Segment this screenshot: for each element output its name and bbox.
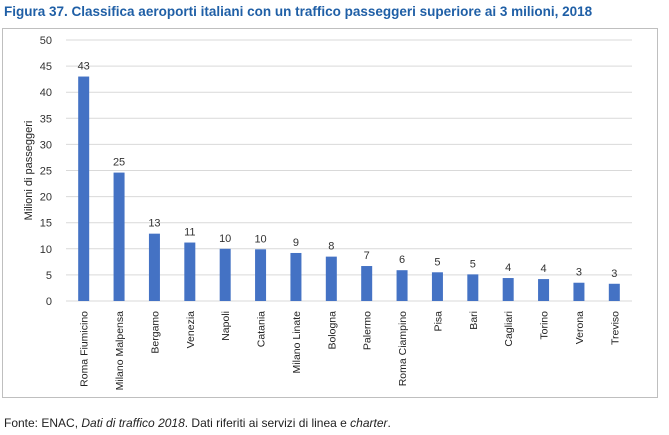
y-tick-label: 10: [40, 244, 52, 256]
y-tick-label: 20: [40, 192, 52, 204]
bar: [573, 282, 585, 301]
data-label: 10: [219, 233, 231, 245]
y-tick-label: 25: [40, 166, 52, 178]
bar: [396, 270, 408, 301]
category-label: Pisa: [432, 311, 444, 332]
data-label: 4: [541, 263, 547, 275]
source-italic-charter: charter: [350, 416, 388, 430]
bar: [608, 283, 620, 301]
data-label: 8: [328, 241, 334, 253]
bar: [467, 274, 479, 301]
figure-title: Figura 37. Classifica aeroporti italiani…: [4, 4, 593, 19]
category-label: Treviso: [609, 311, 621, 345]
data-label: 25: [113, 157, 125, 169]
y-tick-label: 0: [46, 296, 52, 308]
y-tick-label: 30: [40, 139, 52, 151]
data-label: 6: [399, 254, 405, 266]
category-label: Cagliari: [503, 311, 515, 347]
category-label: Palermo: [362, 311, 374, 350]
bar: [325, 256, 337, 301]
data-label: 3: [576, 267, 582, 279]
bar: [113, 172, 125, 301]
data-label: 43: [78, 61, 90, 73]
data-label: 3: [611, 268, 617, 280]
source-note: Fonte: ENAC, Dati di traffico 2018. Dati…: [4, 416, 391, 430]
bar: [361, 266, 373, 301]
category-label: Roma Ciampino: [397, 311, 409, 386]
source-prefix: Fonte: ENAC,: [4, 416, 82, 430]
bar: [219, 248, 231, 301]
category-label: Milano Linate: [291, 311, 303, 374]
y-axis-label: Milioni di passeggeri: [23, 121, 35, 221]
y-tick-label: 45: [40, 61, 52, 73]
category-label: Bergamo: [149, 311, 161, 354]
bar: [290, 252, 302, 301]
category-label: Verona: [574, 311, 586, 344]
y-tick-label: 35: [40, 113, 52, 125]
source-middle: . Dati riferiti ai servizi di linea e: [184, 416, 351, 430]
category-label: Bologna: [326, 311, 338, 350]
category-label: Napoli: [220, 311, 232, 341]
bar: [255, 249, 267, 301]
bar: [502, 278, 514, 301]
category-label: Torino: [539, 311, 551, 340]
y-tick-label: 40: [40, 87, 52, 99]
y-tick-label: 50: [40, 35, 52, 47]
category-label: Venezia: [185, 311, 197, 349]
category-label: Milano Malpensa: [114, 311, 126, 391]
category-label: Catania: [256, 311, 268, 347]
data-label: 9: [293, 237, 299, 249]
data-label: 5: [434, 256, 440, 268]
bar: [431, 272, 443, 301]
y-tick-label: 5: [46, 270, 52, 282]
data-label: 10: [254, 233, 266, 245]
bar: [78, 76, 90, 301]
bar: [148, 233, 160, 301]
chart-frame: [2, 28, 658, 398]
data-label: 5: [470, 258, 476, 270]
bar: [538, 279, 550, 301]
data-label: 11: [184, 227, 195, 239]
data-label: 7: [364, 250, 370, 262]
source-suffix: .: [387, 416, 391, 430]
bar: [184, 242, 196, 301]
data-label: 4: [505, 262, 511, 274]
category-label: Bari: [468, 311, 480, 330]
category-label: Roma Fiumicino: [79, 311, 91, 387]
source-italic-title: Dati di traffico 2018: [81, 416, 185, 430]
data-label: 13: [148, 218, 160, 230]
y-tick-label: 15: [40, 218, 52, 230]
